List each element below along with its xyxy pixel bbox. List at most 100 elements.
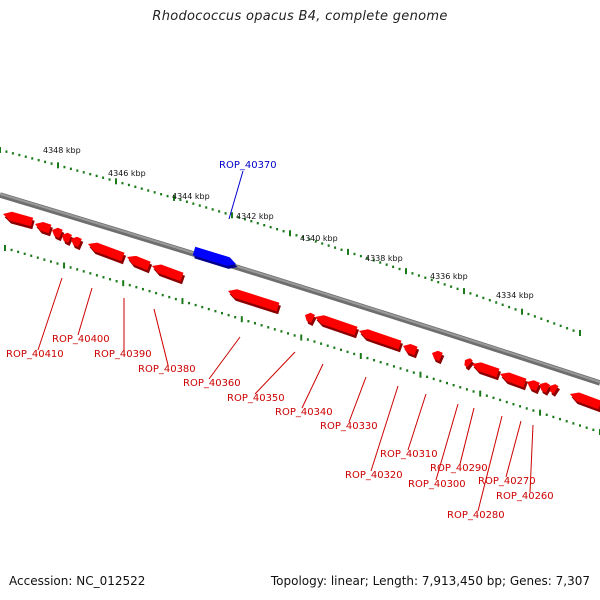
scale-tick [392, 265, 395, 269]
gene-label[interactable]: ROP_40380 [138, 364, 196, 375]
scale-tick [181, 298, 184, 305]
gene-label-connector [407, 393, 427, 451]
scale-tick [30, 254, 33, 257]
gene-label[interactable]: ROP_40390 [94, 349, 152, 360]
scale-tick [499, 398, 502, 402]
gene-label[interactable]: ROP_40320 [345, 470, 403, 481]
gene-label[interactable]: ROP_40370 [219, 160, 277, 171]
backbone-layer [0, 192, 600, 386]
scale-tick [267, 326, 270, 329]
scale-tick [263, 223, 266, 227]
genome-backbone [0, 192, 600, 386]
gene-arrow[interactable] [315, 315, 359, 339]
scale-tick [398, 267, 401, 271]
tick-layer [0, 147, 600, 435]
gene-arrow[interactable] [527, 380, 542, 395]
scale-tick [243, 218, 246, 221]
gene-arrow[interactable] [35, 222, 53, 237]
gene-arrow[interactable] [540, 382, 552, 396]
scale-tick [456, 287, 459, 291]
scale-tick [392, 365, 395, 368]
scale-tick [179, 198, 182, 202]
scale-tick [572, 329, 575, 332]
scale-tick [141, 287, 144, 291]
gene-label[interactable]: ROP_40270 [478, 476, 536, 487]
scale-tick [95, 174, 98, 178]
gene-arrow[interactable] [88, 242, 127, 265]
gene-label[interactable]: ROP_40350 [227, 393, 285, 404]
scale-tick [452, 383, 455, 387]
gene-arrow[interactable] [3, 211, 35, 230]
gene-label[interactable]: ROP_40290 [430, 463, 488, 474]
scale-tick [82, 171, 85, 174]
scale-tick [173, 194, 175, 201]
scale-tick [539, 409, 542, 416]
scale-tick [207, 307, 210, 311]
scale-tick [430, 278, 433, 282]
gene-arrow[interactable] [228, 289, 281, 315]
gene-arrow[interactable] [62, 232, 74, 246]
scale-tick [366, 257, 369, 260]
gene-label[interactable]: ROP_40310 [380, 449, 438, 460]
scale-tick [359, 254, 362, 258]
scale-tick [282, 230, 285, 233]
scale-tick [69, 167, 72, 171]
scale-tick [379, 261, 382, 264]
scale-tick [333, 346, 336, 349]
scale-tick [579, 330, 581, 336]
gene-label[interactable]: ROP_40330 [320, 421, 378, 432]
scale-tick [89, 272, 92, 275]
gene-arrow[interactable] [500, 372, 528, 391]
gene-label[interactable]: ROP_40360 [183, 378, 241, 389]
gene-label[interactable]: ROP_40300 [408, 479, 466, 490]
gene-arrow[interactable] [71, 236, 84, 251]
scale-tick [459, 386, 462, 389]
scale-tick [469, 292, 472, 295]
scale-tick [585, 426, 588, 429]
gene-arrow[interactable] [127, 255, 153, 274]
scale-tick [214, 309, 217, 313]
gene-arrow[interactable] [305, 312, 317, 326]
scale-tick [559, 417, 562, 421]
scale-tick [188, 301, 191, 305]
scale-tick [373, 358, 376, 362]
gene-arrow[interactable] [359, 329, 403, 353]
gene-label[interactable]: ROP_40410 [6, 349, 64, 360]
gene-label-connector [228, 170, 244, 220]
scale-tick [419, 371, 422, 378]
scale-tick [280, 330, 283, 333]
scale-tick [439, 379, 442, 383]
gene-label[interactable]: ROP_40340 [275, 407, 333, 418]
scale-tick [308, 238, 311, 241]
scale-tick [260, 324, 263, 327]
gene-arrow[interactable] [550, 384, 560, 397]
gene-label[interactable]: ROP_40260 [496, 491, 554, 502]
scale-tick [306, 338, 309, 341]
gene-label-connector [348, 376, 367, 423]
gene-arrow[interactable] [403, 344, 420, 359]
gene-label[interactable]: ROP_40280 [447, 510, 505, 521]
scale-tick [276, 227, 279, 231]
scale-tick [463, 288, 465, 295]
gene-arrow[interactable] [432, 350, 445, 365]
scale-tick [95, 274, 98, 277]
gene-arrow[interactable] [472, 362, 501, 381]
scale-tick [347, 248, 349, 255]
scale-tick [23, 252, 26, 256]
gene-label-connector [254, 351, 296, 395]
gene-arrow[interactable] [570, 392, 600, 413]
gene-arrow[interactable] [464, 358, 475, 371]
scale-tick [115, 178, 117, 185]
scale-tick [108, 178, 111, 181]
scale-label: 4344 kbp [172, 192, 210, 201]
gene-ROP_40370[interactable] [192, 246, 238, 269]
scale-tick [411, 272, 414, 275]
gene-label[interactable]: ROP_40400 [52, 334, 110, 345]
scale-tick [231, 212, 233, 219]
gene-arrow[interactable] [152, 264, 185, 285]
scale-tick [57, 162, 59, 169]
gene-arrow[interactable] [52, 227, 65, 242]
scale-tick [50, 162, 53, 165]
scale-tick [4, 245, 6, 251]
scale-tick [426, 375, 429, 378]
